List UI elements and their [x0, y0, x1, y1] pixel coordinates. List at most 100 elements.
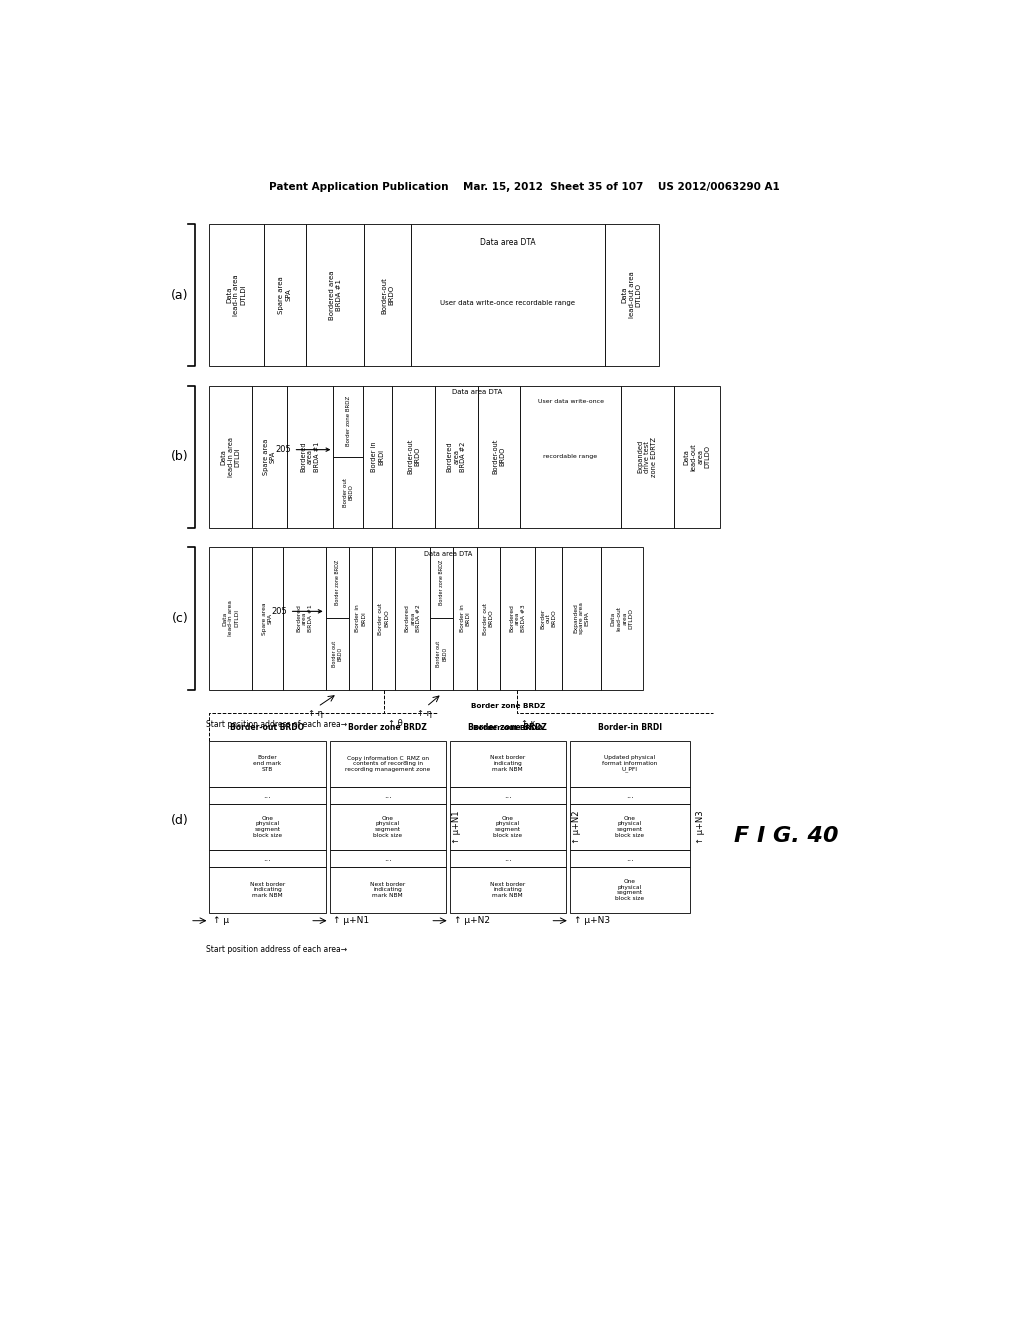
Bar [326, 619, 349, 689]
Bar [500, 548, 535, 689]
Text: ...: ... [384, 791, 391, 800]
Text: Updated physical
format information
U_PFI: Updated physical format information U_PF… [602, 755, 657, 772]
Text: Border zone BRDZ: Border zone BRDZ [471, 702, 545, 709]
Text: ...: ... [263, 791, 271, 800]
Text: Border out
BRDO: Border out BRDO [483, 602, 494, 635]
Text: Border
out
BRDO: Border out BRDO [540, 609, 557, 628]
Text: Data
lead-out
area
DTLDO: Data lead-out area DTLDO [683, 444, 711, 471]
Text: Start position address of each area→: Start position address of each area→ [206, 719, 347, 729]
Text: Border in
BRDI: Border in BRDI [460, 605, 470, 632]
Text: Border out
BRDO: Border out BRDO [343, 478, 353, 507]
Text: Border zone BRDZ: Border zone BRDZ [335, 560, 340, 606]
Text: 205: 205 [275, 445, 330, 454]
Text: ↑ μ+N3: ↑ μ+N3 [573, 916, 609, 925]
Text: ↑ μ+N3: ↑ μ+N3 [696, 810, 706, 843]
Text: Border-out BRDO: Border-out BRDO [473, 725, 543, 730]
Text: Border zone BRDZ: Border zone BRDZ [348, 723, 427, 733]
Text: Data
lead-in area
DTLDI: Data lead-in area DTLDI [222, 601, 239, 636]
Text: Border zone BRDZ: Border zone BRDZ [468, 723, 547, 733]
Text: Next border
indicating
mark NBM: Next border indicating mark NBM [490, 882, 525, 898]
Bar [209, 867, 326, 913]
Text: Start position address of each area→: Start position address of each area→ [206, 945, 347, 954]
Text: ↑ μ+N2: ↑ μ+N2 [454, 916, 489, 925]
Text: ↑ μ+N1: ↑ μ+N1 [452, 810, 461, 843]
Text: ↑ μ+N1: ↑ μ+N1 [334, 916, 370, 925]
Bar [562, 548, 601, 689]
Text: Border out
BRDO: Border out BRDO [332, 642, 343, 667]
Bar [372, 548, 395, 689]
Text: recordable range: recordable range [544, 454, 598, 459]
Bar [349, 548, 372, 689]
Text: Data
lead-out area
DTLDO: Data lead-out area DTLDO [622, 272, 642, 318]
Bar [621, 385, 674, 528]
Text: 205: 205 [271, 607, 322, 616]
Text: Next border
indicating
mark NBM: Next border indicating mark NBM [250, 882, 285, 898]
Text: Border-out
BRDO: Border-out BRDO [408, 440, 420, 474]
Text: Border zone BRDZ: Border zone BRDZ [439, 560, 444, 606]
Text: Spare area
SPA: Spare area SPA [262, 602, 273, 635]
Bar [252, 385, 287, 528]
Bar [330, 804, 445, 850]
Text: One
physical
segment
block size: One physical segment block size [615, 816, 644, 838]
Text: Bordered
area
BRDA #2: Bordered area BRDA #2 [446, 441, 466, 473]
Text: Patent Application Publication    Mar. 15, 2012  Sheet 35 of 107    US 2012/0063: Patent Application Publication Mar. 15, … [269, 182, 780, 191]
Bar [604, 224, 658, 367]
Bar [450, 804, 566, 850]
Bar [601, 548, 643, 689]
Text: Bordered
area
BRDA #2: Bordered area BRDA #2 [404, 605, 421, 632]
Text: Border in
BRDI: Border in BRDI [355, 605, 366, 632]
Bar [395, 548, 430, 689]
Text: Data area DTA: Data area DTA [424, 552, 472, 557]
Bar [450, 867, 566, 913]
Bar [365, 224, 411, 367]
Text: ↑ θ: ↑ θ [388, 719, 402, 727]
Text: ↑ η: ↑ η [308, 709, 323, 718]
Bar [569, 867, 690, 913]
Text: Copy information C_RMZ on
contents of recording in
recording management zone: Copy information C_RMZ on contents of re… [345, 755, 430, 772]
Bar [569, 804, 690, 850]
Bar [362, 385, 392, 528]
Bar [263, 224, 306, 367]
Bar [209, 787, 326, 804]
Bar [569, 741, 690, 787]
Text: Border-in BRDI: Border-in BRDI [598, 723, 662, 733]
Text: Border out
BRDO: Border out BRDO [378, 602, 389, 635]
Text: Border
end mark
STB: Border end mark STB [253, 755, 282, 772]
Text: ...: ... [626, 791, 634, 800]
Text: Data area DTA: Data area DTA [480, 238, 536, 247]
Bar [209, 224, 263, 367]
Bar [435, 385, 477, 528]
Text: Bordered
area
BRDA #1: Bordered area BRDA #1 [296, 605, 312, 632]
Text: ...: ... [504, 791, 512, 800]
Bar [569, 787, 690, 804]
Text: F I G. 40: F I G. 40 [734, 826, 839, 846]
Text: ↑ μ: ↑ μ [213, 916, 229, 925]
Bar [209, 741, 326, 787]
Text: Expanded
drive test
zone EDRTZ: Expanded drive test zone EDRTZ [637, 437, 657, 477]
Bar [209, 850, 326, 867]
Bar [283, 548, 326, 689]
Bar [520, 385, 621, 528]
Text: Spare area
SPA: Spare area SPA [279, 276, 292, 314]
Text: One
physical
segment
block size: One physical segment block size [494, 816, 522, 838]
Text: One
physical
segment
block size: One physical segment block size [615, 879, 644, 902]
Text: Data
lead-out
area
DTLDO: Data lead-out area DTLDO [611, 606, 633, 631]
Bar [477, 385, 520, 528]
Text: Data
lead-in area
DTLDI: Data lead-in area DTLDI [226, 275, 247, 315]
Text: ↑ κ: ↑ κ [521, 719, 536, 727]
Bar [674, 385, 720, 528]
Text: (b): (b) [171, 450, 188, 463]
Bar [411, 224, 604, 367]
Text: (c): (c) [172, 612, 188, 624]
Bar [287, 385, 334, 528]
Text: Border in
BRDI: Border in BRDI [371, 441, 384, 473]
Text: One
physical
segment
block size: One physical segment block size [253, 816, 282, 838]
Bar [450, 741, 566, 787]
Bar [326, 548, 349, 619]
Bar [209, 548, 252, 689]
Bar [334, 385, 362, 457]
Text: Border out
BRDO: Border out BRDO [436, 642, 447, 667]
Text: ↑ μ+N2: ↑ μ+N2 [572, 810, 581, 843]
Text: ↑ η: ↑ η [418, 709, 432, 718]
Bar [454, 548, 477, 689]
